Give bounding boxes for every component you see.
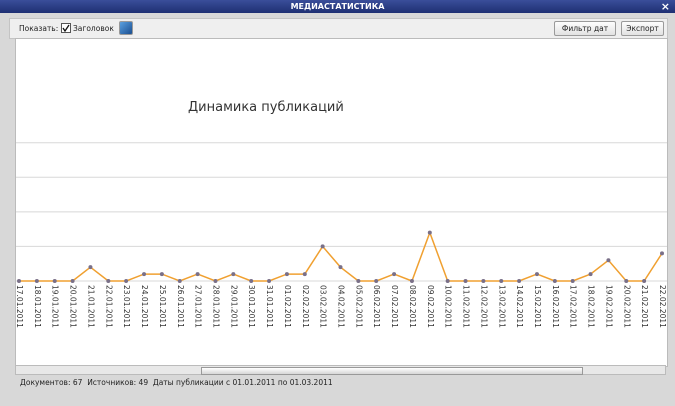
data-point: [517, 279, 522, 283]
scroll-thumb[interactable]: [201, 367, 583, 375]
data-point: [392, 272, 397, 277]
data-point: [320, 244, 325, 249]
x-tick-label: 06.02.2011: [372, 285, 381, 328]
data-point: [52, 279, 57, 283]
x-tick-label: 22.01.2011: [104, 285, 113, 328]
data-point: [177, 279, 182, 283]
data-point: [70, 279, 75, 283]
x-tick-label: 18.01.2011: [33, 285, 42, 328]
x-tick-label: 30.01.2011: [247, 285, 256, 328]
data-point: [231, 272, 236, 277]
data-point: [427, 230, 432, 235]
data-point: [338, 265, 343, 270]
checkbox-label: Заголовок: [73, 24, 114, 33]
filter-label: Фильтр дат: [561, 24, 609, 33]
x-tick-label: 27.01.2011: [194, 285, 203, 328]
x-tick-label: 13.02.2011: [497, 285, 506, 328]
data-point: [17, 279, 21, 283]
x-tick-label: 25.01.2011: [158, 285, 167, 328]
x-tick-label: 17.02.2011: [569, 285, 578, 328]
export-label: Экспорт: [626, 24, 659, 33]
data-point: [570, 279, 575, 283]
data-point: [284, 272, 289, 277]
chart-title: Динамика публикаций: [188, 100, 344, 115]
export-button[interactable]: Экспорт: [621, 21, 664, 36]
x-tick-label: 15.02.2011: [533, 285, 542, 328]
x-tick-label: 29.01.2011: [229, 285, 238, 328]
data-point: [606, 258, 611, 263]
x-tick-label: 07.02.2011: [390, 285, 399, 328]
x-tick-label: 26.01.2011: [176, 285, 185, 328]
filter-button[interactable]: Фильтр дат: [554, 21, 616, 36]
data-point: [588, 272, 593, 277]
data-point: [88, 265, 93, 270]
data-point: [624, 279, 629, 283]
data-line: [19, 230, 663, 282]
scrollbar[interactable]: [15, 365, 666, 375]
checkbox[interactable]: [61, 23, 71, 33]
toolbar: Показать: Заголовок Фильтр дат Экспорт: [9, 18, 668, 39]
show-label: Показать:: [19, 24, 59, 33]
x-tick-label: 23.01.2011: [122, 285, 131, 328]
x-tick-label: 19.02.2011: [604, 285, 613, 328]
settings-icon[interactable]: [119, 21, 133, 35]
data-point: [124, 279, 129, 283]
x-tick-label: 14.02.2011: [515, 285, 524, 328]
x-tick-label: 18.02.2011: [587, 285, 596, 328]
x-tick-label: 11.02.2011: [462, 285, 471, 328]
data-point: [481, 279, 486, 283]
status-bar: Документов: 67 Источников: 49 Даты публи…: [20, 378, 333, 387]
x-tick-label: 21.02.2011: [640, 285, 649, 328]
x-tick-label: 08.02.2011: [408, 285, 417, 328]
data-point: [195, 272, 200, 277]
x-tick-label: 16.02.2011: [551, 285, 560, 328]
x-tick-label: 21.01.2011: [86, 285, 95, 328]
data-point: [409, 279, 414, 283]
data-point: [356, 279, 361, 283]
x-tick-label: 01.02.2011: [283, 285, 292, 328]
x-tick-label: 19.01.2011: [51, 285, 60, 328]
data-point: [106, 279, 111, 283]
x-tick-label: 04.02.2011: [337, 285, 346, 328]
x-tick-label: 20.01.2011: [69, 285, 78, 328]
x-tick-label: 02.02.2011: [301, 285, 310, 328]
x-tick-label: 03.02.2011: [319, 285, 328, 328]
data-point: [302, 272, 307, 277]
x-tick-label: 31.01.2011: [265, 285, 274, 328]
data-point: [642, 279, 647, 283]
data-point: [159, 272, 164, 277]
title-bar: МЕДИАСТАТИСТИКА ×: [0, 0, 675, 13]
x-tick-label: 09.02.2011: [426, 285, 435, 328]
x-tick-label: 20.02.2011: [622, 285, 631, 328]
data-point: [34, 279, 39, 283]
data-point: [463, 279, 468, 283]
data-point: [267, 279, 272, 283]
data-point: [552, 279, 557, 283]
data-point: [499, 279, 504, 283]
data-point: [249, 279, 254, 283]
data-point: [374, 279, 379, 283]
x-tick-label: 10.02.2011: [444, 285, 453, 328]
data-point: [445, 279, 450, 283]
data-point: [142, 272, 147, 277]
x-tick-label: 22.02.2011: [658, 285, 667, 328]
data-point: [660, 251, 664, 256]
chart: Динамика публикаций 17.01.2011 18.01.2011…: [15, 100, 667, 328]
x-tick-label: 05.02.2011: [354, 285, 363, 328]
data-point: [534, 272, 539, 277]
x-tick-label: 17.01.2011: [16, 285, 24, 328]
chart-panel: Динамика публикаций 17.01.2011 18.01.2011…: [15, 38, 668, 367]
window-title: МЕДИАСТАТИСТИКА: [290, 2, 385, 11]
close-button[interactable]: ×: [660, 0, 670, 13]
x-tick-label: 24.01.2011: [140, 285, 149, 328]
x-tick-label: 12.02.2011: [479, 285, 488, 328]
x-tick-label: 28.01.2011: [211, 285, 220, 328]
data-point: [213, 279, 218, 283]
